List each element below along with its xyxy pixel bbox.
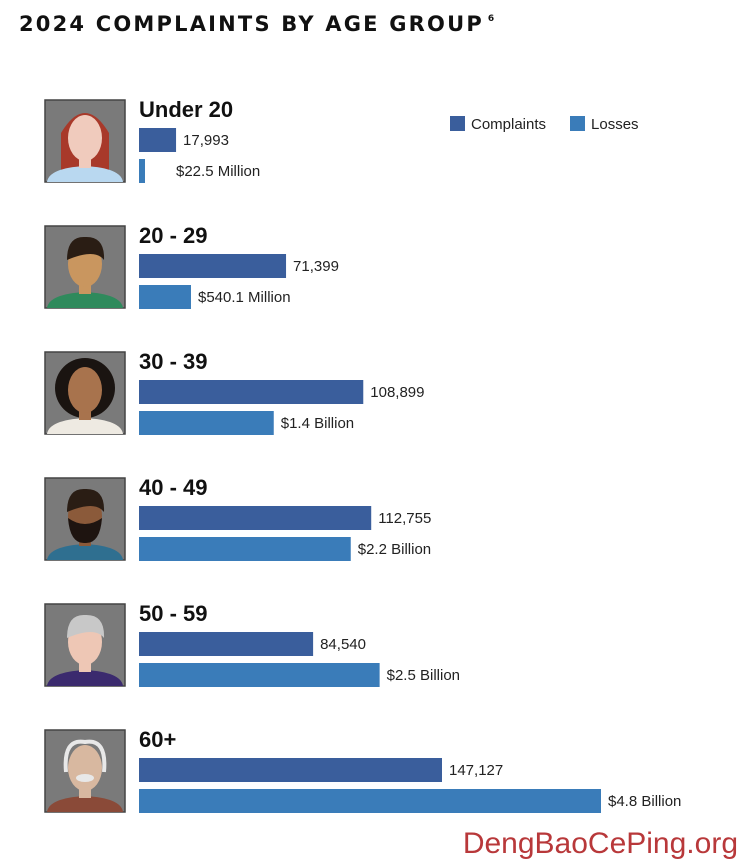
complaints-bar <box>139 254 287 278</box>
legend-item-losses: Losses <box>570 116 639 133</box>
complaints-data-label: 108,899 <box>370 384 424 401</box>
avatar-icon <box>44 99 126 183</box>
age-group-1: 20 - 29 71,399$540.1 Million <box>44 223 339 309</box>
complaints-data-label: 84,540 <box>320 636 366 653</box>
category-label: 60+ <box>139 727 176 752</box>
losses-bar <box>139 663 380 687</box>
category-label: Under 20 <box>139 97 233 122</box>
age-group-3: 40 - 49 112,755 $2.2 Billion <box>44 475 431 561</box>
avatar-icon <box>44 603 126 687</box>
losses-bar <box>139 789 601 813</box>
legend-swatch-losses <box>570 116 586 131</box>
category-label: 40 - 49 <box>139 475 208 500</box>
age-group-0: Under 20 17,993 $22.5 Million <box>44 97 260 183</box>
age-group-4: 50 - 59 84,540 $2.5 Billion <box>44 601 460 687</box>
category-label: 30 - 39 <box>139 349 208 374</box>
legend-label-losses: Losses <box>591 116 639 133</box>
losses-data-label: $4.8 Billion <box>608 793 681 810</box>
legend-label-complaints: Complaints <box>471 116 547 133</box>
avatar-icon <box>44 477 126 561</box>
losses-data-label: $1.4 Billion <box>281 415 354 432</box>
losses-bar <box>139 537 351 561</box>
losses-data-label: $2.2 Billion <box>358 541 431 558</box>
complaints-data-label: 147,127 <box>449 762 503 779</box>
category-label: 50 - 59 <box>139 601 208 626</box>
age-group-2: 30 - 39 108,899 $1.4 Billion <box>44 349 425 435</box>
watermark: DengBaoCePing.org <box>462 827 738 860</box>
complaints-bar <box>139 506 372 530</box>
avatar-icon <box>44 225 126 309</box>
losses-bar <box>139 411 274 435</box>
losses-data-label: $540.1 Million <box>198 289 291 306</box>
avatar-icon <box>44 351 126 435</box>
complaints-bar <box>139 380 364 404</box>
complaints-bar <box>139 758 442 782</box>
chart-title-text: 2024 COMPLAINTS BY AGE GROUP <box>19 12 484 36</box>
age-group-5: 60+ 147,127 $4.8 Billion <box>44 727 681 813</box>
legend-item-complaints: Complaints <box>450 116 546 133</box>
complaints-bar <box>139 128 177 152</box>
category-label: 20 - 29 <box>139 223 208 248</box>
losses-bar <box>139 285 191 309</box>
complaints-data-label: 17,993 <box>183 132 229 149</box>
title-footnote: 6 <box>487 14 495 24</box>
complaints-data-label: 112,755 <box>378 510 431 527</box>
legend-swatch-complaints <box>450 116 465 131</box>
avatar-icon <box>44 729 126 813</box>
losses-data-label: $22.5 Million <box>176 163 260 180</box>
losses-data-label: $2.5 Billion <box>387 667 460 684</box>
complaints-data-label: 71,399 <box>293 258 339 275</box>
chart-title: 2024 COMPLAINTS BY AGE GROUP 6 <box>19 12 494 36</box>
losses-bar <box>139 159 145 183</box>
legend: Complaints Losses <box>450 116 639 133</box>
complaints-bar <box>139 632 314 656</box>
